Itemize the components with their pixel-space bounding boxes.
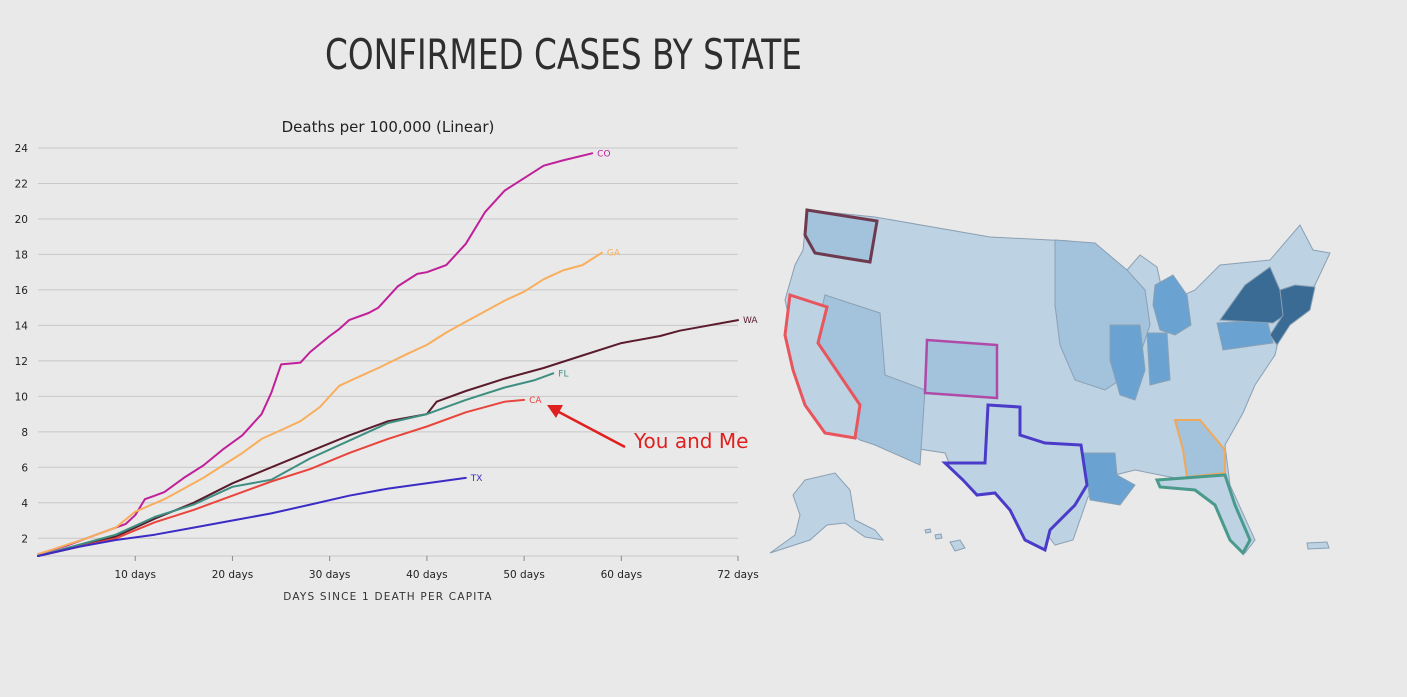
indiana-state xyxy=(1146,332,1171,386)
washington-state-outline xyxy=(803,208,879,264)
y-tick-label: 20 xyxy=(15,214,28,226)
series-lines xyxy=(37,152,739,557)
y-tick-label: 24 xyxy=(15,143,29,155)
annotation-arrow xyxy=(547,405,626,449)
grid-lines xyxy=(38,147,738,557)
colorado-state-outline xyxy=(923,338,999,400)
x-tick-label: 60 days xyxy=(601,569,642,581)
us-map-svg xyxy=(769,208,1331,556)
x-axis-ticks: 10 days 20 days 30 days 40 days 50 days 60 da… xyxy=(114,556,759,581)
series-label-ga: GA xyxy=(607,249,621,259)
new-england-region xyxy=(1269,284,1316,346)
y-tick-label: 14 xyxy=(15,320,29,332)
us-map xyxy=(755,195,1355,565)
series-label-co: CO xyxy=(597,149,610,159)
x-axis-label: DAYS SINCE 1 DEATH PER CAPITA xyxy=(283,591,492,603)
x-tick-label: 30 days xyxy=(309,569,350,581)
x-tick-label: 20 days xyxy=(212,569,253,581)
x-tick-label: 50 days xyxy=(503,569,544,581)
series-line-ga xyxy=(37,251,603,556)
series-line-co xyxy=(37,152,594,556)
y-tick-label: 8 xyxy=(21,427,28,439)
michigan-state xyxy=(1152,274,1192,336)
y-tick-label: 6 xyxy=(21,462,28,474)
florida-state-outline xyxy=(1154,473,1252,556)
series-line-fl xyxy=(37,372,555,557)
series-line-tx xyxy=(37,476,467,557)
y-tick-label: 2 xyxy=(21,533,28,545)
series-label-ca: CA xyxy=(529,396,542,406)
series-line-ca xyxy=(37,398,526,557)
california-state-outline xyxy=(783,293,862,440)
series-label-fl: FL xyxy=(558,369,568,379)
x-tick-label: 40 days xyxy=(406,569,447,581)
y-tick-label: 4 xyxy=(21,498,28,510)
annotation-text: You and Me xyxy=(634,429,749,453)
alaska-shape xyxy=(769,472,885,554)
illinois-state xyxy=(1109,324,1146,401)
georgia-state-outline xyxy=(1173,419,1226,479)
chart-title: Deaths per 100,000 (Linear) xyxy=(282,118,495,136)
y-tick-label: 18 xyxy=(15,249,28,261)
x-tick-label: 10 days xyxy=(114,569,155,581)
y-tick-label: 16 xyxy=(15,285,29,297)
y-tick-label: 10 xyxy=(15,391,28,403)
line-chart: Deaths per 100,000 (Linear) 246810121416… xyxy=(15,118,759,603)
series-label-wa: WA xyxy=(743,316,758,326)
hawaii-shape xyxy=(924,528,966,552)
series-labels: CO GA WA FL CA TX xyxy=(470,149,759,484)
texas-state-outline xyxy=(941,403,1089,553)
y-tick-label: 22 xyxy=(15,178,28,190)
x-tick-label: 72 days xyxy=(717,569,758,581)
louisiana-state xyxy=(1082,452,1136,506)
y-tick-label: 12 xyxy=(15,356,28,368)
series-label-tx: TX xyxy=(470,474,483,484)
puerto-rico-shape xyxy=(1306,541,1330,550)
